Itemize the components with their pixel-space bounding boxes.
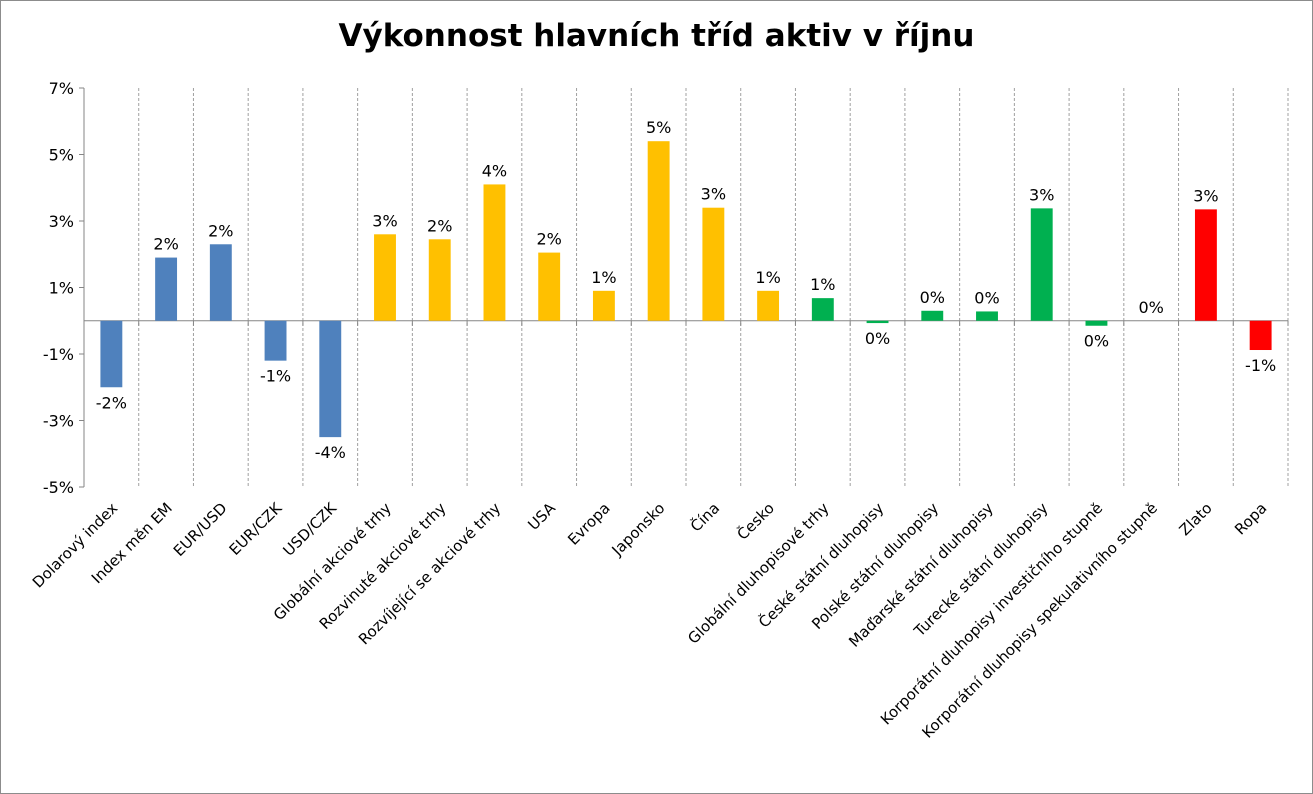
y-tick-label: 5% (49, 146, 74, 165)
bar (647, 141, 670, 321)
data-label: 0% (1138, 298, 1163, 317)
data-label: 5% (646, 118, 671, 137)
bar (1085, 320, 1108, 326)
chart-title: Výkonnost hlavních tříd aktiv v říjnu (338, 18, 975, 54)
data-label: 0% (1084, 332, 1109, 351)
data-label: 3% (701, 185, 726, 204)
bar (264, 320, 287, 361)
data-label: -4% (315, 443, 346, 462)
y-tick-label: -3% (43, 412, 74, 431)
data-label: 2% (536, 230, 561, 249)
bar (757, 290, 780, 321)
bar (155, 257, 178, 321)
bar (921, 310, 944, 321)
data-label: 2% (208, 221, 233, 240)
data-label: 3% (1193, 186, 1218, 205)
data-label: -2% (96, 393, 127, 412)
data-label: 3% (1029, 185, 1054, 204)
data-label: 0% (865, 329, 890, 348)
data-label: 2% (427, 216, 452, 235)
data-label: 2% (153, 235, 178, 254)
y-tick-label: 7% (49, 79, 74, 98)
bar (538, 252, 561, 321)
bar (1194, 209, 1217, 321)
y-tick-label: 3% (49, 212, 74, 231)
data-label: 3% (372, 211, 397, 230)
bar (428, 239, 451, 321)
bar (1249, 320, 1272, 351)
bar (209, 244, 232, 321)
data-label: -1% (1245, 356, 1276, 375)
data-label: 1% (755, 268, 780, 287)
category-label: USA (524, 499, 559, 534)
category-label: Japonsko (608, 499, 669, 560)
category-label: Česko (733, 498, 778, 543)
bar (319, 320, 342, 438)
category-label: Ropa (1231, 499, 1270, 538)
category-label: Čína (686, 498, 723, 535)
bar (374, 234, 396, 321)
bar (483, 184, 506, 321)
y-tick-label: -1% (43, 345, 74, 364)
bar (702, 207, 725, 321)
bar (866, 320, 889, 324)
category-label: EUR/CZK (226, 498, 287, 559)
data-label: 1% (591, 268, 616, 287)
data-label: 4% (482, 161, 507, 180)
category-label: Zlato (1176, 499, 1216, 539)
bar (592, 290, 615, 321)
y-tick-label: 1% (49, 279, 74, 298)
data-label: -1% (260, 367, 291, 386)
category-label: Evropa (564, 499, 614, 549)
category-label: EUR/USD (170, 499, 231, 560)
bar (976, 311, 998, 321)
bar (100, 320, 123, 388)
data-label: 0% (974, 288, 999, 307)
bar (1030, 208, 1053, 321)
y-tick-label: -5% (43, 478, 74, 497)
data-label: 0% (920, 288, 945, 307)
bar (811, 298, 834, 321)
data-label: 1% (810, 275, 835, 294)
